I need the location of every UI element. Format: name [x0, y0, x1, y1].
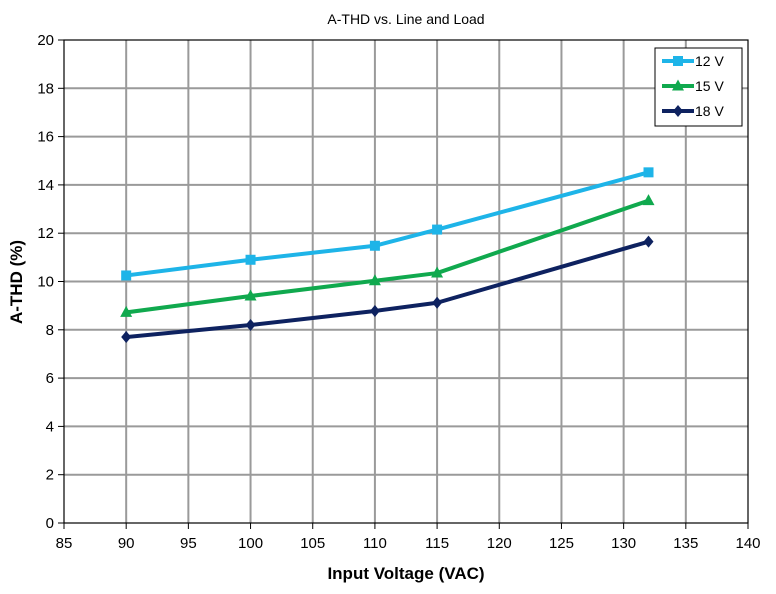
series-layer [120, 167, 655, 344]
y-tick-label: 4 [46, 418, 54, 435]
y-tick-label: 0 [46, 515, 54, 532]
legend-15-v-marker [672, 79, 684, 91]
legend-12-v-marker [673, 56, 683, 66]
x-axis-label: Input Voltage (VAC) [327, 564, 484, 583]
series-15-v-point [431, 266, 444, 278]
series-15-v-point [120, 305, 133, 317]
legend-18-v-label: 18 V [695, 103, 724, 119]
y-tick-label: 20 [37, 32, 54, 49]
x-tick-label: 115 [425, 535, 449, 552]
y-tick-label: 2 [46, 467, 54, 484]
x-tick-label: 95 [180, 535, 197, 552]
x-axis-ticks: 85 90 95 100 105 110 115 120 125 130 135 140 [56, 523, 761, 552]
y-tick-label: 6 [46, 370, 54, 387]
x-tick-label: 135 [673, 535, 698, 552]
series-12-v [121, 167, 654, 281]
y-tick-label: 12 [37, 225, 54, 242]
y-tick-label: 10 [37, 274, 54, 291]
series-18-v-point [369, 304, 380, 317]
series-15-v-point [244, 289, 257, 301]
y-axis-ticks: 0 2 4 6 8 10 12 14 16 18 20 [37, 32, 64, 532]
x-tick-label: 105 [300, 535, 325, 552]
chart-title: A-THD vs. Line and Load [327, 11, 484, 27]
series-18-v-point [121, 331, 132, 344]
legend-18-v-marker [673, 105, 683, 117]
legend-12-v-label: 12 V [695, 53, 724, 69]
series-18-v-point [432, 296, 443, 309]
x-tick-label: 125 [549, 535, 574, 552]
y-axis-label: A-THD (%) [7, 240, 26, 324]
x-tick-label: 110 [363, 535, 387, 552]
y-tick-label: 18 [37, 80, 54, 97]
legend-15-v-label: 15 V [695, 78, 724, 94]
x-tick-label: 140 [735, 535, 760, 552]
series-12-v-point [432, 224, 443, 235]
series-12-v-line [125, 170, 650, 278]
y-tick-label: 14 [37, 177, 54, 194]
series-15-v [120, 194, 655, 317]
x-tick-label: 120 [487, 535, 512, 552]
series-18-v-point [245, 318, 256, 331]
series-15-v-line [125, 198, 650, 315]
series-15-v-point [642, 194, 655, 206]
grid [64, 40, 748, 523]
series-15-v-point [368, 274, 381, 286]
legend: 12 V 15 V 18 V [654, 47, 743, 127]
x-tick-label: 100 [238, 535, 263, 552]
series-18-v-line [125, 239, 650, 340]
series-12-v-point [121, 270, 132, 281]
x-tick-label: 130 [611, 535, 636, 552]
x-tick-label: 90 [118, 535, 135, 552]
y-tick-label: 16 [37, 129, 54, 146]
series-12-v-point [643, 167, 654, 178]
series-12-v-point [245, 254, 256, 265]
y-tick-label: 8 [46, 322, 54, 339]
series-18-v [121, 235, 654, 344]
series-12-v-point [369, 240, 380, 251]
series-18-v-point [643, 235, 654, 248]
x-tick-label: 85 [56, 535, 73, 552]
